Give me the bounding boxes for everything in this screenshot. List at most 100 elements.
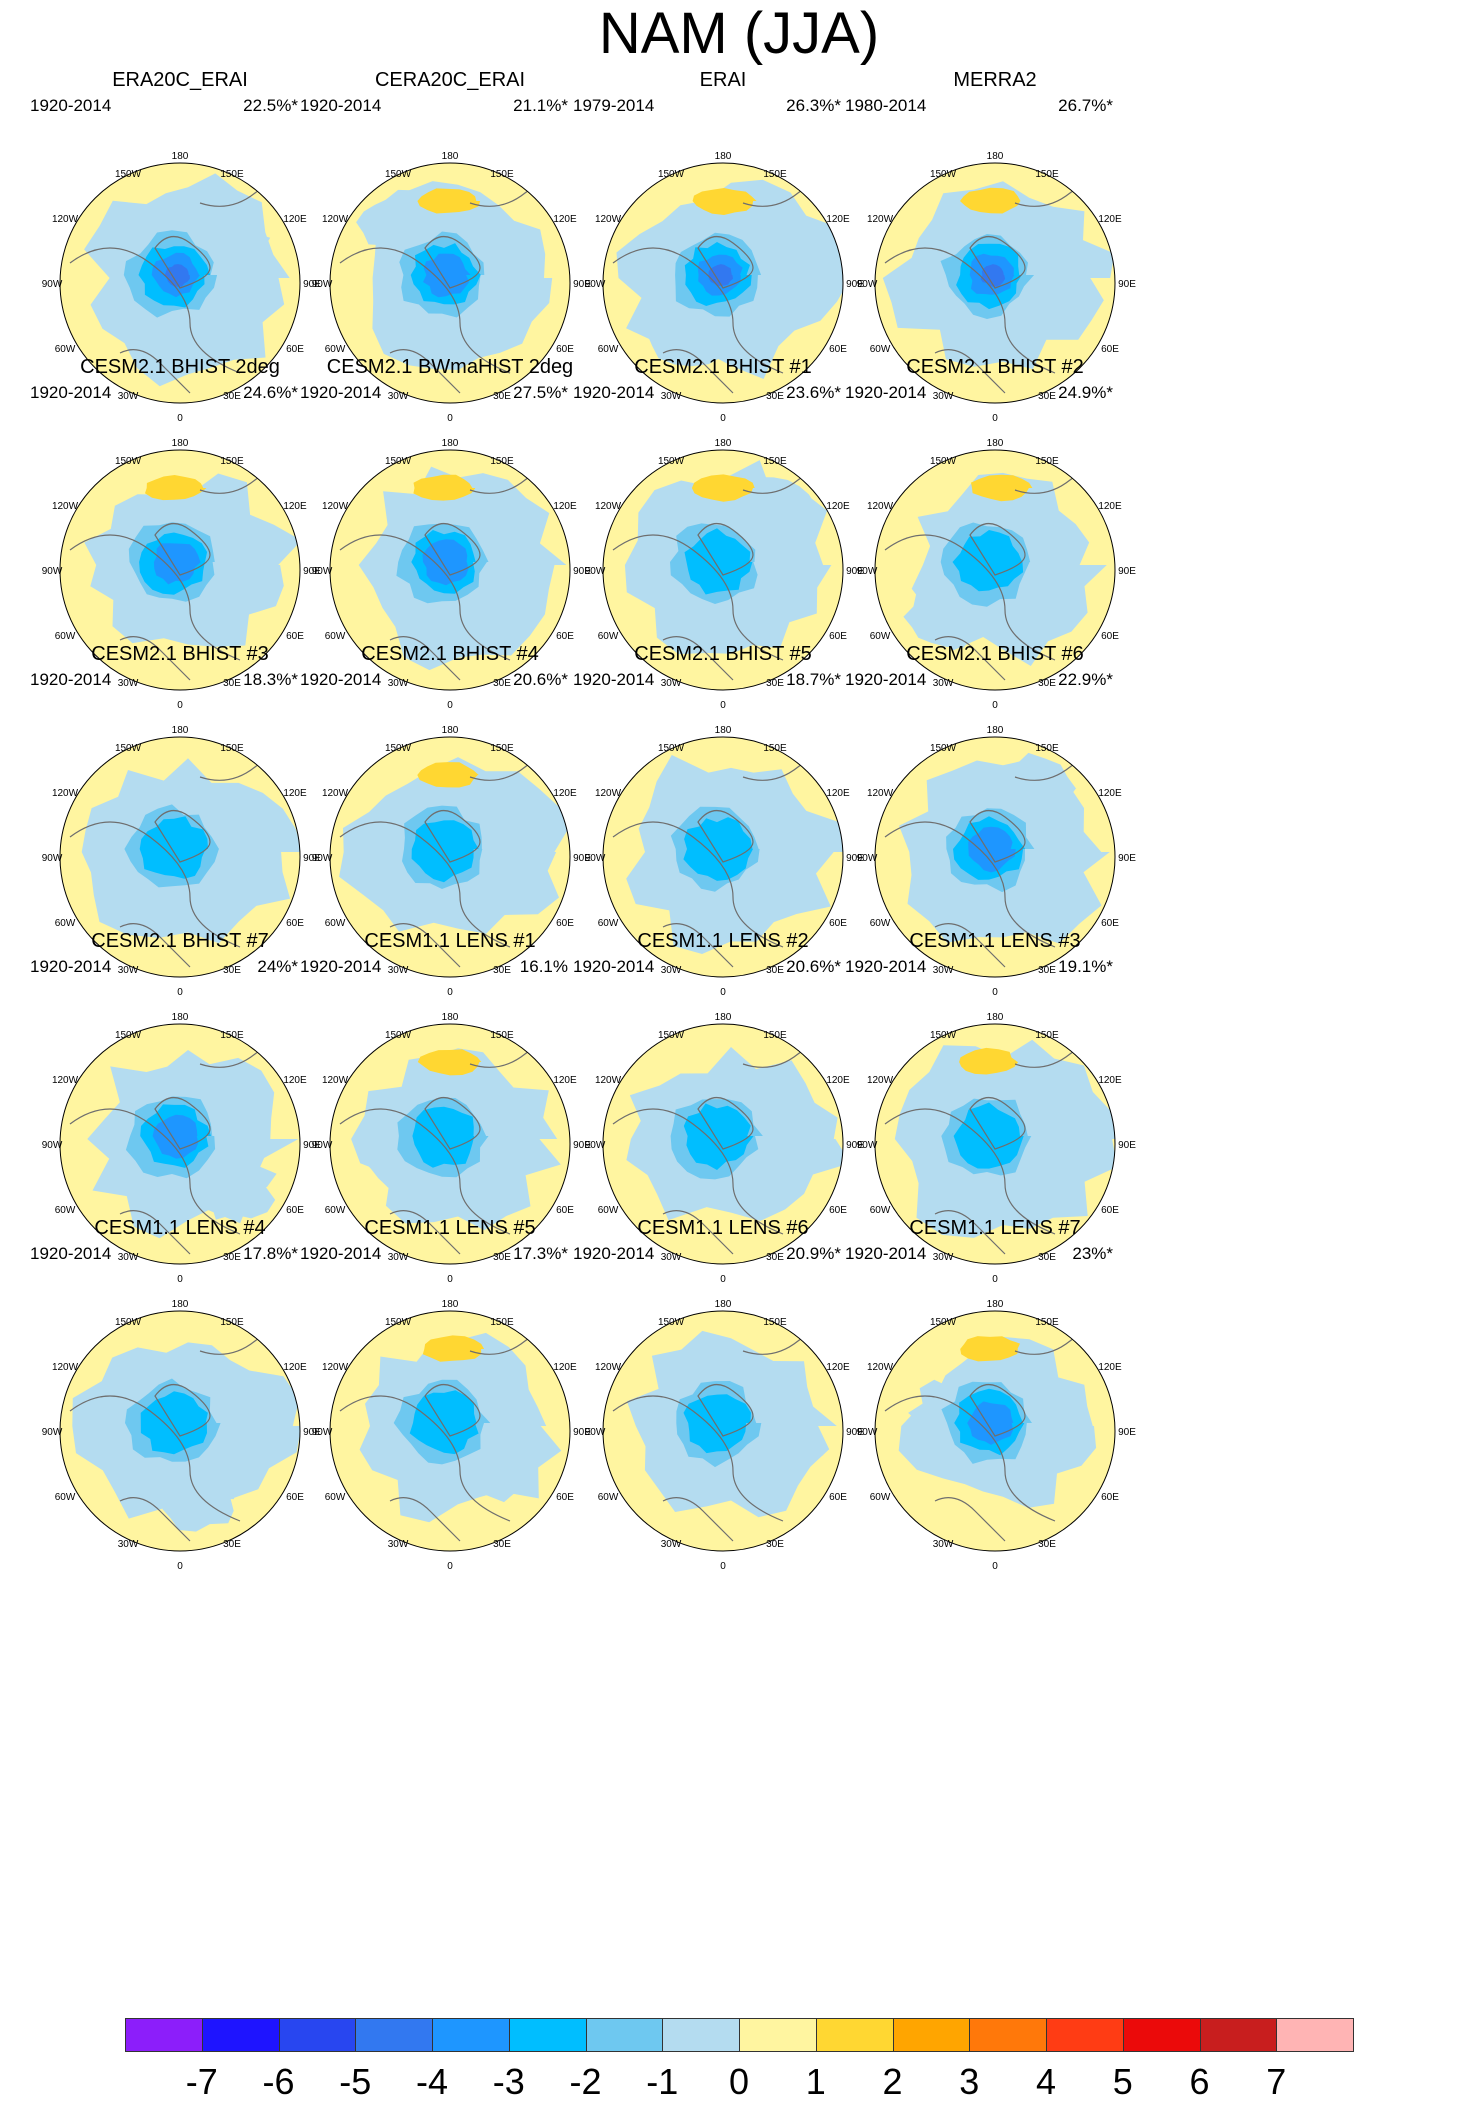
longitude-label: 150E	[490, 456, 514, 467]
longitude-label: 30W	[118, 1539, 139, 1550]
longitude-label: 180	[715, 1299, 732, 1310]
polar-map: 180 150W 150E 120W 120E 90W 90E 60W 60E 30W 30E 0	[857, 151, 1137, 424]
field-contour-pos2	[413, 474, 476, 501]
longitude-label: 150W	[930, 169, 957, 180]
longitude-label: 150W	[658, 1317, 685, 1328]
panel-explained-variance: 19.1%*	[1058, 957, 1113, 976]
longitude-label: 30E	[766, 678, 784, 689]
map-panel: CESM2.1 BHIST #7 1920-2014 24%* 180 150W 150E…	[0, 929, 360, 1319]
map-boundary	[874, 1310, 1116, 1552]
longitude-label: 120E	[553, 788, 577, 799]
longitude-label: 120E	[283, 788, 307, 799]
coastline	[612, 1047, 839, 1255]
longitude-label: 180	[442, 438, 459, 449]
longitude-label: 30E	[1038, 391, 1056, 402]
longitude-label: 30W	[933, 1252, 954, 1263]
longitude-label: 90W	[585, 853, 606, 864]
panel-years: 1920-2014	[300, 1244, 382, 1263]
longitude-label: 90W	[312, 853, 333, 864]
longitude-label: 150E	[220, 456, 244, 467]
field-contour-neg5	[980, 264, 1006, 287]
longitude-label: 0	[447, 1561, 453, 1572]
panel-explained-variance: 20.6%*	[513, 670, 568, 689]
longitude-label: 60E	[286, 1492, 304, 1503]
longitude-label: 60W	[325, 918, 346, 929]
longitude-label: 180	[172, 725, 189, 736]
map-panel: CESM1.1 LENS #6 1920-2014 20.9%* 180 150W 150…	[543, 1216, 903, 1606]
colorbar-tick-label: -2	[569, 2061, 602, 2102]
panel-explained-variance: 24.6%*	[243, 383, 298, 402]
longitude-label: 0	[177, 1274, 183, 1285]
panel-title: CESM2.1 BHIST #7	[91, 930, 269, 952]
polar-map: 180 150W 150E 120W 120E 90W 90E 60W 60E 30W 30E 0	[42, 438, 322, 711]
colorbar-tick-label: 4	[1035, 2061, 1057, 2102]
panel-years: 1920-2014	[845, 957, 927, 976]
panel-title: CESM1.1 LENS #4	[94, 1217, 266, 1239]
panel-title: CESM2.1 BHIST #6	[906, 643, 1084, 665]
polar-map: 180 150W 150E 120W 120E 90W 90E 60W 60E 30W 30E 0	[312, 438, 592, 711]
panel-years: 1920-2014	[573, 670, 655, 689]
longitude-label: 120E	[826, 1362, 850, 1373]
coastline	[69, 186, 296, 394]
longitude-label: 120W	[595, 788, 622, 799]
longitude-label: 90E	[846, 566, 864, 577]
longitude-label: 90E	[1118, 1427, 1136, 1438]
longitude-label: 60W	[55, 344, 76, 355]
longitude-label: 30E	[766, 1252, 784, 1263]
longitude-label: 180	[172, 438, 189, 449]
longitude-label: 30W	[661, 965, 682, 976]
colorbar-swatch	[585, 2018, 664, 2052]
coastline	[69, 760, 296, 968]
longitude-label: 0	[992, 413, 998, 424]
colorbar-swatch	[355, 2018, 433, 2052]
field-contour-pos2	[422, 1335, 485, 1362]
longitude-label: 150E	[220, 743, 244, 754]
longitude-label: 30W	[661, 1252, 682, 1263]
map-panel: CESM2.1 BHIST #6 1920-2014 22.9%* 180 150W 15…	[815, 642, 1175, 1032]
longitude-label: 120E	[553, 501, 577, 512]
colorbar-tick-label: -6	[262, 2061, 295, 2102]
longitude-label: 150W	[385, 1030, 412, 1041]
coastline	[339, 186, 566, 394]
field-contour-pos2	[417, 762, 479, 788]
longitude-label: 150E	[490, 743, 514, 754]
longitude-label: 120E	[1098, 1362, 1122, 1373]
longitude-label: 120W	[322, 501, 349, 512]
map-panel: ERAI 1979-2014 26.3%* 180 150W 150E 120W 120E 90…	[543, 68, 903, 458]
longitude-label: 150E	[220, 1317, 244, 1328]
longitude-label: 150W	[385, 1317, 412, 1328]
longitude-label: 0	[177, 1561, 183, 1572]
longitude-label: 30E	[493, 391, 511, 402]
longitude-label: 150E	[490, 169, 514, 180]
map-boundary	[329, 449, 571, 691]
map-boundary	[59, 1310, 301, 1552]
longitude-label: 150W	[930, 743, 957, 754]
longitude-label: 120E	[1098, 501, 1122, 512]
panel-explained-variance: 17.8%*	[243, 1244, 298, 1263]
panel-years: 1920-2014	[573, 383, 655, 402]
map-boundary	[329, 162, 571, 404]
map-boundary	[329, 1310, 571, 1552]
longitude-label: 180	[987, 1299, 1004, 1310]
longitude-label: 30E	[766, 1539, 784, 1550]
longitude-label: 30W	[661, 678, 682, 689]
longitude-label: 150E	[1035, 1317, 1059, 1328]
longitude-label: 0	[992, 700, 998, 711]
panel-years: 1920-2014	[300, 957, 382, 976]
field-contour-neg3	[412, 1106, 475, 1168]
longitude-label: 30W	[388, 965, 409, 976]
coastline	[339, 473, 566, 681]
polar-map: 180 150W 150E 120W 120E 90W 90E 60W 60E 30W 30E 0	[585, 151, 865, 424]
longitude-label: 30E	[223, 678, 241, 689]
longitude-label: 90W	[857, 1427, 878, 1438]
map-boundary	[59, 162, 301, 404]
colorbar-swatch	[1276, 2018, 1354, 2052]
colorbar-tick-label: -1	[646, 2061, 679, 2102]
longitude-label: 120E	[826, 501, 850, 512]
longitude-label: 150W	[658, 456, 685, 467]
longitude-label: 90W	[312, 1140, 333, 1151]
polar-map: 180 150W 150E 120W 120E 90W 90E 60W 60E 30W 30E 0	[42, 1012, 322, 1285]
longitude-label: 90E	[1118, 1140, 1136, 1151]
map-panel: CESM1.1 LENS #4 1920-2014 17.8%* 180 150W 150…	[0, 1216, 360, 1606]
longitude-label: 60W	[598, 918, 619, 929]
